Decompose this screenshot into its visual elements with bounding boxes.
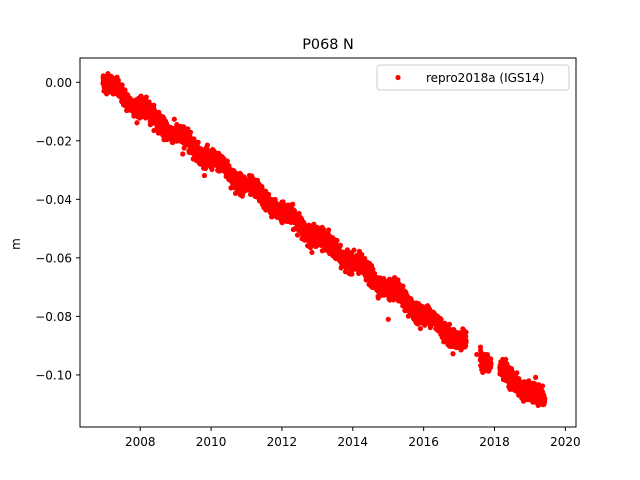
data-point [151, 127, 157, 134]
x-tick-label: 2016 [408, 435, 439, 449]
x-tick-label: 2008 [125, 435, 156, 449]
data-point [371, 270, 378, 277]
data-point [337, 242, 343, 248]
data-point-outlier [474, 351, 480, 358]
data-point-outlier [385, 316, 391, 322]
data-point-outlier [180, 151, 186, 157]
y-tick-label: 0.00 [45, 76, 72, 90]
x-tick-label: 2020 [550, 435, 581, 449]
y-tick-label: −0.06 [35, 251, 72, 265]
data-point [362, 255, 368, 262]
data-point [349, 271, 355, 277]
data-point-outlier [527, 387, 533, 393]
data-point [115, 77, 121, 83]
y-tick-label: −0.02 [35, 134, 72, 148]
data-point [266, 191, 272, 198]
data-point [326, 227, 332, 233]
data-point [533, 374, 539, 381]
x-tick-label: 2018 [479, 435, 510, 449]
data-point [195, 139, 201, 145]
data-point [542, 395, 548, 402]
data-point [187, 129, 194, 135]
data-point [201, 172, 207, 179]
legend-label: repro2018a (IGS14) [426, 71, 544, 85]
data-point [446, 321, 453, 327]
data-point [290, 201, 296, 207]
data-point [351, 247, 357, 253]
y-tick-label: −0.04 [35, 193, 72, 207]
data-point [151, 102, 157, 108]
y-tick-label: −0.10 [35, 368, 72, 382]
data-point [417, 325, 424, 332]
data-point [122, 87, 128, 93]
data-point [334, 237, 340, 244]
data-point [488, 361, 494, 368]
y-tick-label: −0.08 [35, 310, 72, 324]
data-point [514, 370, 520, 376]
data-point [359, 251, 365, 258]
data-point [463, 338, 469, 344]
data-point [309, 249, 315, 256]
data-point [294, 232, 301, 238]
data-point [539, 383, 546, 389]
data-point [224, 158, 230, 164]
x-tick-label: 2012 [267, 435, 298, 449]
data-point [400, 283, 406, 289]
data-point [185, 126, 191, 132]
data-points [100, 71, 548, 409]
y-axis-label: m [9, 238, 23, 250]
data-point-outlier [451, 326, 457, 333]
data-point [134, 120, 140, 126]
data-point [204, 142, 210, 148]
legend: repro2018a (IGS14) [376, 64, 570, 91]
data-point [119, 82, 125, 88]
data-point [143, 94, 149, 100]
legend-marker [395, 74, 401, 81]
data-point [209, 166, 215, 173]
data-point [450, 351, 456, 357]
axes: 2008 2010 2012 2014 2016 2018 2020 0.00 −0.02 −0.… [35, 57, 581, 449]
data-point [171, 116, 177, 122]
data-point [463, 329, 469, 335]
chart-title: P068 N [302, 37, 354, 53]
data-point-outlier [311, 221, 317, 227]
x-tick-label: 2014 [338, 435, 369, 449]
x-tick-label: 2010 [196, 435, 227, 449]
